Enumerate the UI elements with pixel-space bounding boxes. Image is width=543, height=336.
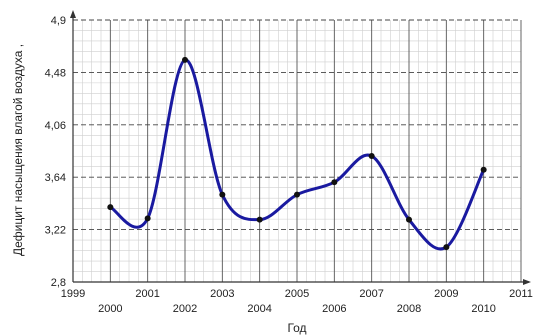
x-tick-label: 2004 [247, 303, 271, 315]
x-tick-label: 2009 [434, 288, 458, 300]
data-point [406, 216, 412, 223]
y-tick-label: 4,48 [45, 67, 66, 79]
x-axis-arrow [523, 279, 531, 285]
series-line [109, 58, 486, 251]
x-tick-label: 2001 [135, 288, 159, 300]
axes [70, 10, 531, 285]
y-axis-arrow [70, 10, 76, 18]
data-point [294, 191, 300, 198]
data-point [182, 56, 188, 63]
data-point [480, 166, 487, 173]
x-tick-label: 2007 [359, 288, 383, 300]
x-tick-label: 2008 [397, 303, 421, 315]
y-tick-label: 2,8 [51, 277, 66, 289]
data-point [256, 216, 263, 223]
x-tick-label: 2010 [471, 303, 495, 315]
x-tick-label: 2000 [98, 303, 122, 315]
data-point [144, 215, 151, 222]
y-tick-label: 4,06 [45, 120, 66, 132]
y-tick-label: 3,22 [45, 225, 66, 237]
tick-labels: 2,8 3,22 3,64 4,06 4,48 4,9 1999 2001 2003 2005 20… [45, 15, 533, 315]
x-tick-label: 2002 [173, 303, 197, 315]
x-tick-label: 2005 [285, 288, 309, 300]
data-point [107, 204, 114, 211]
y-axis-label: Дефицит насыщения влагой воздуха , [11, 44, 25, 256]
x-axis-label: Год [287, 321, 306, 335]
x-tick-label: 2006 [322, 303, 346, 315]
x-tick-label: 2003 [210, 288, 234, 300]
data-point [368, 152, 375, 159]
x-tick-label: 2011 [509, 288, 533, 300]
major-grid [72, 19, 522, 283]
y-tick-label: 4,9 [51, 15, 66, 27]
data-point [443, 244, 450, 251]
y-tick-label: 3,64 [45, 172, 66, 184]
data-point [219, 191, 226, 198]
data-point [331, 179, 338, 186]
series-layer [107, 56, 487, 251]
x-tick-label: 1999 [61, 288, 85, 300]
